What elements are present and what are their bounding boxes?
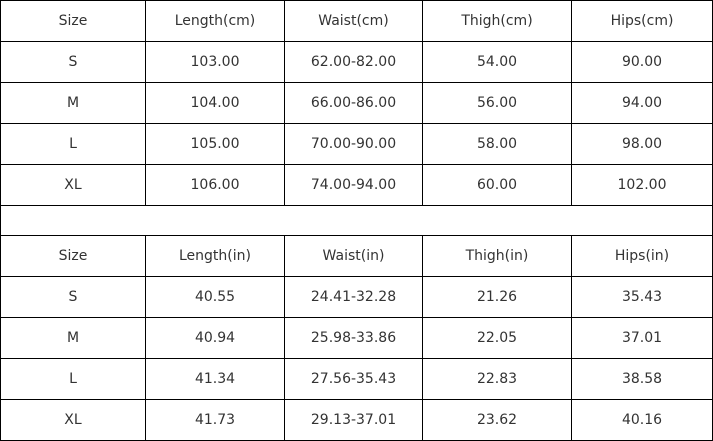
table-cell: 37.01 — [571, 317, 713, 359]
table-cell: 22.83 — [422, 358, 572, 400]
table-cell: 90.00 — [571, 41, 713, 83]
table-row: XL 41.73 29.13-37.01 23.62 40.16 — [0, 399, 713, 441]
table-row: XL 106.00 74.00-94.00 60.00 102.00 — [0, 164, 713, 206]
table-cell: 25.98-33.86 — [284, 317, 423, 359]
table-cell: 103.00 — [145, 41, 285, 83]
table-cell: S — [0, 276, 146, 318]
table-cell: 70.00-90.00 — [284, 123, 423, 165]
table-cell: 23.62 — [422, 399, 572, 441]
table-cell: 22.05 — [422, 317, 572, 359]
table-cell: 66.00-86.00 — [284, 82, 423, 124]
spacer-row — [0, 205, 713, 236]
table-cell: 27.56-35.43 — [284, 358, 423, 400]
table-cell: 105.00 — [145, 123, 285, 165]
table-cell: 41.73 — [145, 399, 285, 441]
header-cell: Hips(in) — [571, 235, 713, 277]
table-cell: 29.13-37.01 — [284, 399, 423, 441]
table-row: M 40.94 25.98-33.86 22.05 37.01 — [0, 317, 713, 359]
table-cell: 41.34 — [145, 358, 285, 400]
table-cell: 38.58 — [571, 358, 713, 400]
table-cell: 60.00 — [422, 164, 572, 206]
table-cell: L — [0, 123, 146, 165]
table-cell: 58.00 — [422, 123, 572, 165]
header-cell: Hips(cm) — [571, 0, 713, 42]
table-cell: 24.41-32.28 — [284, 276, 423, 318]
table-cell: M — [0, 317, 146, 359]
table-row: L 105.00 70.00-90.00 58.00 98.00 — [0, 123, 713, 165]
header-cell: Thigh(cm) — [422, 0, 572, 42]
table-cell: 40.94 — [145, 317, 285, 359]
table-cell: 106.00 — [145, 164, 285, 206]
table-cell: 98.00 — [571, 123, 713, 165]
header-cell: Size — [0, 0, 146, 42]
table-row: S 103.00 62.00-82.00 54.00 90.00 — [0, 41, 713, 83]
table-cell: L — [0, 358, 146, 400]
header-cell: Size — [0, 235, 146, 277]
table-cell: 74.00-94.00 — [284, 164, 423, 206]
table-cell: 94.00 — [571, 82, 713, 124]
table-cell: M — [0, 82, 146, 124]
table-cell: 35.43 — [571, 276, 713, 318]
table-cell: 21.26 — [422, 276, 572, 318]
table-cell: XL — [0, 399, 146, 441]
header-cell: Waist(in) — [284, 235, 423, 277]
table-cell: 102.00 — [571, 164, 713, 206]
table-cell: 62.00-82.00 — [284, 41, 423, 83]
spacer-cell — [0, 205, 713, 236]
header-cell: Waist(cm) — [284, 0, 423, 42]
table-cell: 104.00 — [145, 82, 285, 124]
table-cell: 40.16 — [571, 399, 713, 441]
table-cell: S — [0, 41, 146, 83]
header-row: Size Length(in) Waist(in) Thigh(in) Hips(in) — [0, 235, 713, 277]
table-cell: 40.55 — [145, 276, 285, 318]
table-cell: XL — [0, 164, 146, 206]
header-row: Size Length(cm) Waist(cm) Thigh(cm) Hips(cm) — [0, 0, 713, 42]
table-cell: 54.00 — [422, 41, 572, 83]
table-row: M 104.00 66.00-86.00 56.00 94.00 — [0, 82, 713, 124]
header-cell: Length(cm) — [145, 0, 285, 42]
table-cell: 56.00 — [422, 82, 572, 124]
table-row: L 41.34 27.56-35.43 22.83 38.58 — [0, 358, 713, 400]
header-cell: Length(in) — [145, 235, 285, 277]
table-row: S 40.55 24.41-32.28 21.26 35.43 — [0, 276, 713, 318]
header-cell: Thigh(in) — [422, 235, 572, 277]
